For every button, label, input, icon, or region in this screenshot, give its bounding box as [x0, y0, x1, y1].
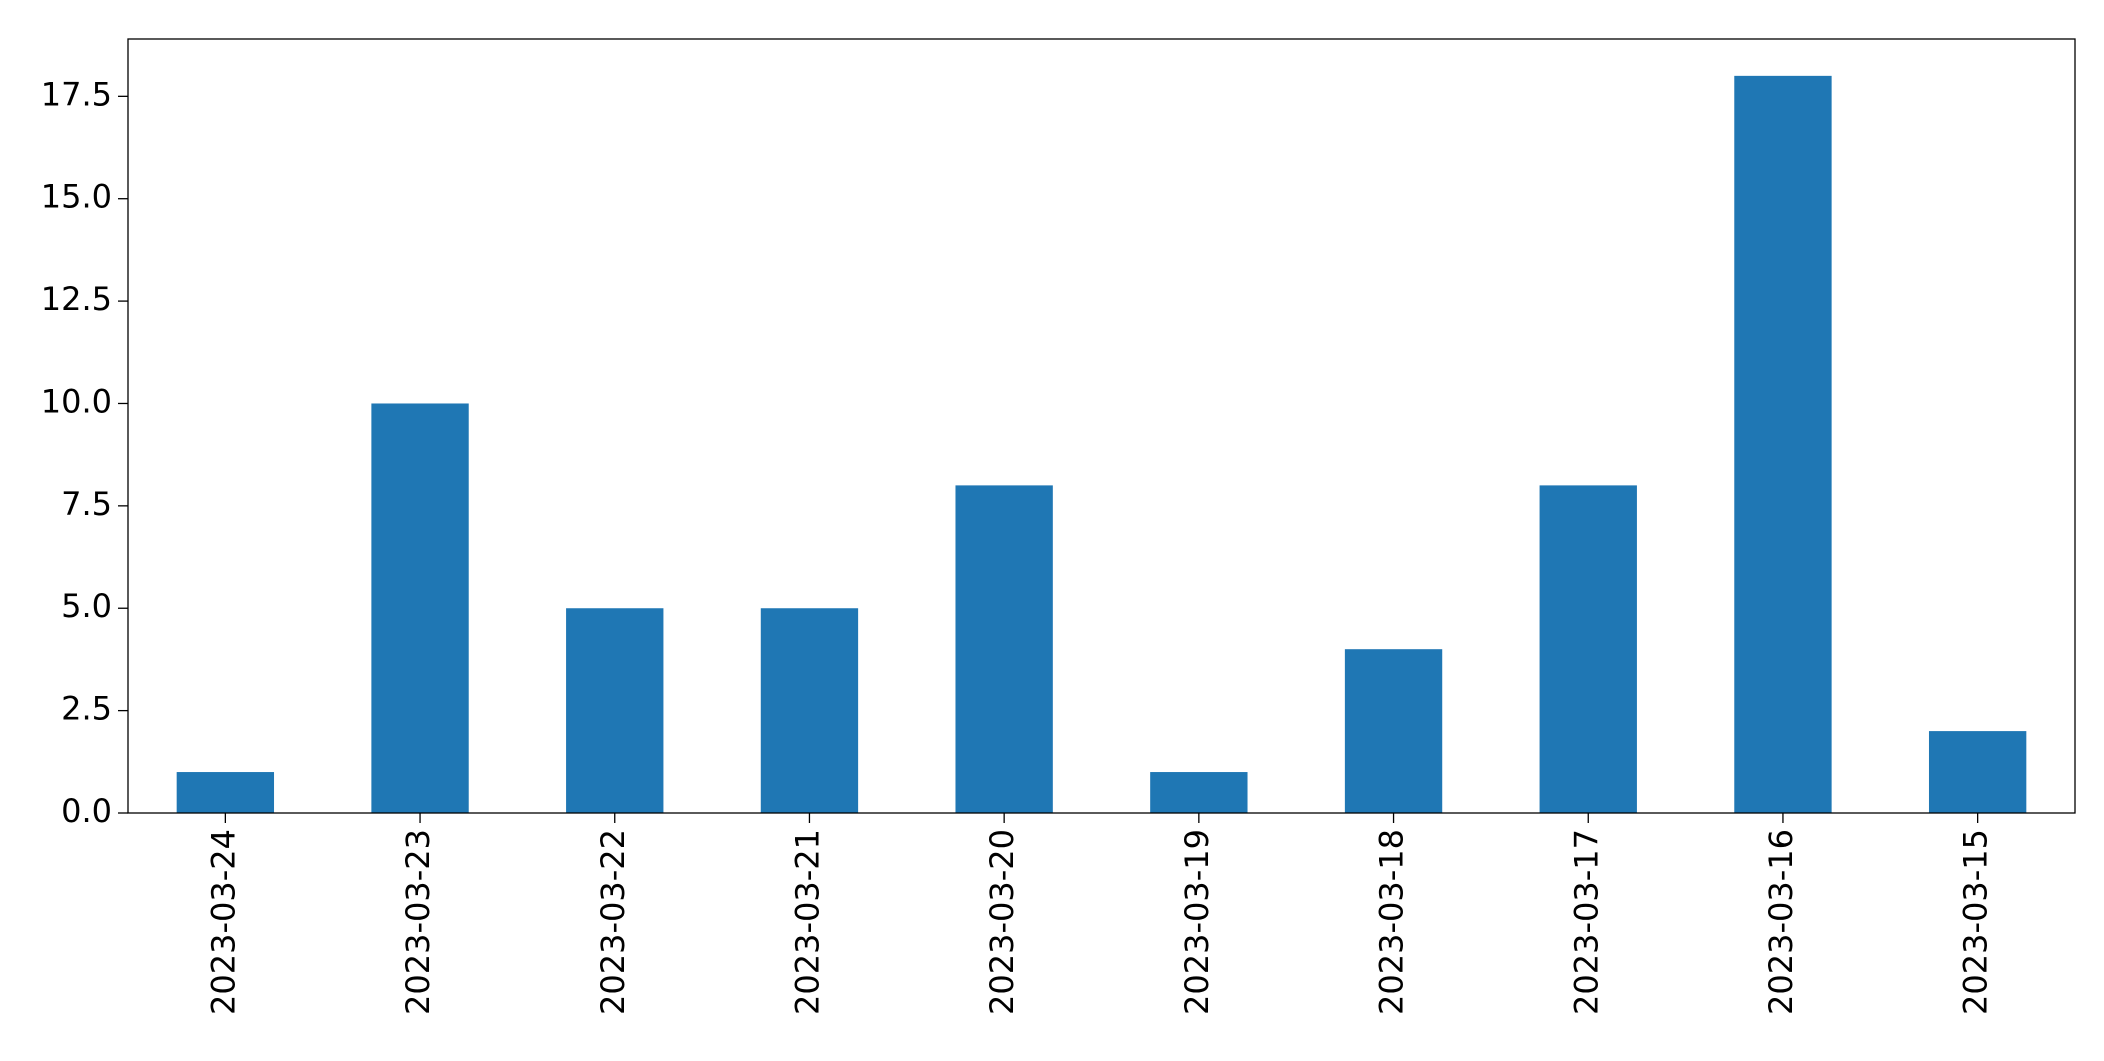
- y-tick-label: 17.5: [41, 75, 112, 113]
- bar: [1344, 649, 1443, 813]
- y-tick-label: 0.0: [61, 792, 112, 830]
- bar: [1928, 731, 2027, 813]
- x-tick-label: 2023-03-16: [1762, 829, 1800, 1015]
- bar: [760, 608, 859, 813]
- bar: [1539, 485, 1637, 813]
- x-tick-label: 2023-03-20: [983, 829, 1021, 1015]
- x-tick-label: 2023-03-15: [1957, 829, 1995, 1015]
- bar: [1734, 75, 1832, 814]
- bar: [371, 403, 469, 813]
- y-tick-label: 12.5: [41, 280, 112, 318]
- bar: [955, 485, 1053, 813]
- x-tick-label: 2023-03-21: [788, 829, 826, 1015]
- y-tick-label: 7.5: [61, 485, 112, 523]
- x-tick-label: 2023-03-24: [204, 829, 242, 1015]
- x-tick-label: 2023-03-19: [1178, 829, 1216, 1015]
- y-tick-label: 10.0: [41, 382, 112, 420]
- x-tick-label: 2023-03-22: [594, 829, 632, 1015]
- bar: [176, 772, 275, 813]
- bar: [566, 608, 664, 813]
- y-tick-label: 5.0: [61, 587, 112, 625]
- x-tick-label: 2023-03-17: [1567, 829, 1605, 1015]
- plot-frame: [127, 38, 2076, 814]
- bar: [1150, 772, 1248, 813]
- y-tick-label: 2.5: [61, 690, 112, 728]
- y-tick-label: 15.0: [41, 178, 112, 216]
- x-tick-label: 2023-03-23: [399, 829, 437, 1015]
- x-tick-label: 2023-03-18: [1373, 829, 1411, 1015]
